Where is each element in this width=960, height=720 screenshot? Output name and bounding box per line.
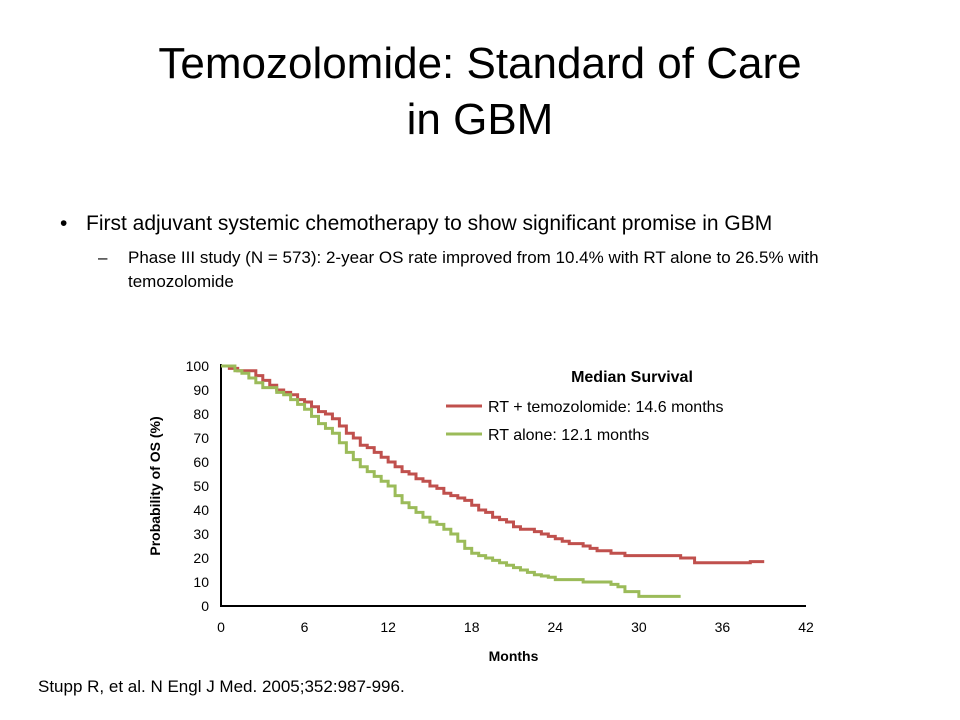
x-tick-label: 0 [217, 619, 225, 635]
series-line-rt-temozolomide [221, 364, 765, 565]
y-tick-label: 60 [193, 454, 209, 470]
series-line-rt-alone [221, 364, 681, 598]
y-tick-label: 90 [193, 382, 209, 398]
legend-label: RT alone: 12.1 months [488, 427, 649, 444]
x-axis-title: Months [489, 648, 539, 664]
x-tick-label: 24 [547, 619, 563, 635]
x-tick-label: 30 [631, 619, 647, 635]
x-tick-label: 36 [715, 619, 731, 635]
bullet-item: • First adjuvant systemic chemotherapy t… [60, 210, 900, 238]
bullet-list: • First adjuvant systemic chemotherapy t… [60, 210, 900, 294]
y-tick-label: 10 [193, 574, 209, 590]
slide-title: Temozolomide: Standard of Care in GBM [0, 36, 960, 148]
survival-chart: 0 10 20 30 40 50 60 70 80 90 100 0 6 12 18 24 30 36 42 Mont… [147, 358, 814, 664]
y-tick-label: 40 [193, 502, 209, 518]
x-tick-label: 18 [464, 619, 480, 635]
y-axis-title: Probability of OS (%) [147, 416, 163, 555]
bullet-icon: • [60, 212, 68, 235]
legend-label: RT + temozolomide: 14.6 months [488, 399, 724, 416]
y-tick-label: 0 [201, 598, 209, 614]
x-tick-label: 6 [301, 619, 309, 635]
y-tick-label: 70 [193, 430, 209, 446]
y-tick-label: 20 [193, 550, 209, 566]
slide-title-line1: Temozolomide: Standard of Care [158, 39, 802, 88]
legend-title: Median Survival [571, 369, 693, 386]
y-tick-label: 50 [193, 478, 209, 494]
y-tick-label: 30 [193, 526, 209, 542]
y-tick-label: 80 [193, 406, 209, 422]
bullet-text: First adjuvant systemic chemotherapy to … [86, 212, 773, 235]
citation: Stupp R, et al. N Engl J Med. 2005;352:9… [38, 677, 405, 696]
dash-icon: – [98, 248, 108, 267]
x-tick-label: 12 [380, 619, 396, 635]
sub-bullet-item: – Phase III study (N = 573): 2-year OS r… [98, 246, 900, 294]
slide-title-line2: in GBM [406, 95, 554, 144]
sub-bullet-text: Phase III study (N = 573): 2-year OS rat… [128, 248, 819, 291]
y-tick-label: 100 [186, 358, 210, 374]
x-tick-label: 42 [798, 619, 814, 635]
